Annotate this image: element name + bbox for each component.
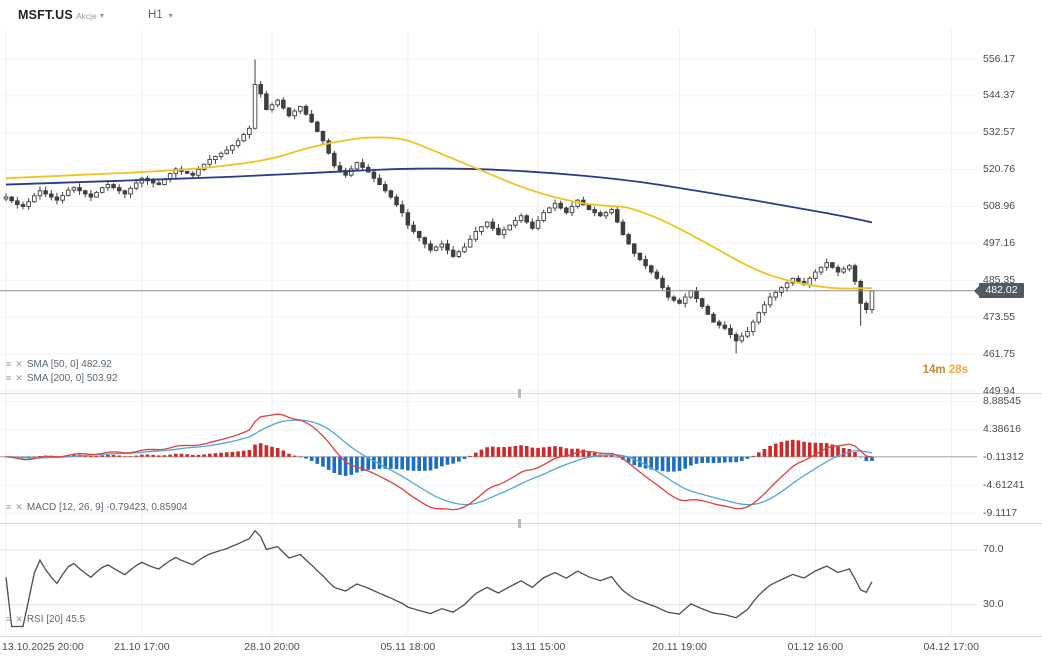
price-tick-label: 485.35 [983, 273, 1016, 286]
time-tick-label: 13.11 15:00 [510, 641, 566, 653]
sma50-legend: ≡ ✕ SMA [50, 0] 482.92 [6, 359, 112, 370]
indicator-settings-icon[interactable]: ≡ [6, 373, 12, 383]
price-tick-label: 497.16 [983, 236, 1016, 249]
price-tick-label: 520.76 [983, 163, 1016, 176]
panel-resize-handle[interactable] [518, 389, 521, 398]
countdown-seconds: 28s [948, 364, 968, 376]
rsi-legend: ≡ ✕ RSI [20] 45.5 [6, 614, 85, 625]
time-tick-label: 05.11 18:00 [380, 641, 436, 653]
time-tick-label: 04.12 17:00 [923, 641, 979, 653]
candle-countdown: 14m 28s [860, 364, 968, 376]
price-tick-label: 508.96 [983, 200, 1016, 213]
time-tick-label: 01.12 16:00 [787, 641, 844, 653]
panel-resize-handle[interactable] [518, 519, 521, 528]
instrument-dropdown-caret-icon[interactable]: ▾ [100, 11, 105, 20]
rsi-tick-label: 30.0 [983, 598, 1004, 611]
timeframe-selector[interactable]: H1 ▾ [148, 9, 173, 21]
macd-tick-label: 4.38616 [983, 423, 1021, 436]
instrument-type-label: Akcje [76, 11, 97, 21]
timeframe-dropdown-caret-icon: ▾ [168, 11, 173, 20]
price-tick-label: 461.75 [983, 347, 1016, 360]
macd-tick-label: 8.88545 [983, 395, 1021, 408]
macd-legend-label: MACD [12, 26, 9] -0.79423, 0.85904 [26, 502, 188, 513]
current-price-badge: 482.02 [974, 283, 1024, 299]
time-tick-label: 20.11 19:00 [652, 641, 707, 653]
time-tick-label: 21.10 17:00 [114, 641, 170, 653]
current-price-value: 482.02 [985, 284, 1018, 297]
macd-legend: ≡ ✕ MACD [12, 26, 9] -0.79423, 0.85904 [6, 502, 187, 513]
countdown-minutes: 14m [922, 364, 946, 376]
indicator-remove-icon[interactable]: ✕ [15, 359, 23, 369]
rsi-tick-label: 70.0 [983, 543, 1004, 556]
instrument-symbol[interactable]: MSFT.US [18, 8, 73, 22]
sma200-legend-label: SMA [200, 0] 503.92 [26, 373, 118, 384]
indicator-settings-icon[interactable]: ≡ [6, 614, 12, 624]
time-tick-label: 28.10 20:00 [244, 641, 300, 653]
time-tick-label: 13.10.2025 20:00 [2, 641, 84, 653]
indicator-remove-icon[interactable]: ✕ [15, 502, 23, 512]
sma50-legend-label: SMA [50, 0] 482.92 [26, 359, 112, 370]
price-tick-label: 544.37 [983, 89, 1016, 102]
indicator-remove-icon[interactable]: ✕ [15, 614, 23, 624]
chart-header: MSFT.US Akcje ▾ H1 ▾ [0, 0, 1042, 30]
indicator-settings-icon[interactable]: ≡ [6, 359, 12, 369]
timeframe-label: H1 [148, 9, 163, 21]
rsi-legend-label: RSI [20] 45.5 [26, 614, 86, 625]
macd-tick-label: -0.11312 [983, 450, 1024, 463]
price-tick-label: 473.55 [983, 310, 1016, 323]
macd-tick-label: -4.61241 [983, 478, 1025, 491]
price-tick-label: 449.94 [983, 384, 1016, 397]
macd-tick-label: -9.1117 [983, 506, 1018, 519]
price-tick-label: 556.17 [983, 52, 1016, 65]
indicator-remove-icon[interactable]: ✕ [15, 373, 23, 383]
price-tick-label: 532.57 [983, 126, 1016, 139]
sma200-legend: ≡ ✕ SMA [200, 0] 503.92 [6, 373, 117, 384]
indicator-settings-icon[interactable]: ≡ [6, 502, 12, 512]
